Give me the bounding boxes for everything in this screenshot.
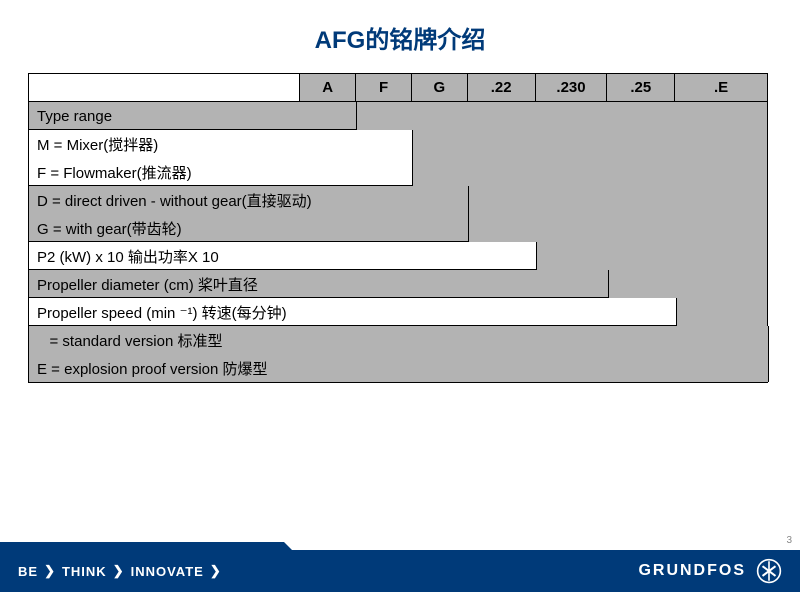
row-text: D = direct driven - without gear(直接驱动) [37,190,312,211]
desc-row-6: Propeller diameter (cm) 桨叶直径 [29,270,767,298]
row-text: M = Mixer(搅拌器) [37,134,158,155]
chevron-icon: ❯ [44,563,56,579]
chevron-icon: ❯ [210,563,222,579]
desc-row-7: Propeller speed (min ⁻¹) 转速(每分钟) [29,298,767,326]
desc-row-4: G = with gear(带齿轮) [29,214,767,242]
desc-row-3: D = direct driven - without gear(直接驱动) [29,186,767,214]
brand-logo-icon [756,558,782,584]
footer-tagline: BE ❯ THINK ❯ INNOVATE ❯ [18,563,222,579]
row-text: Type range [37,108,112,125]
tagline-word-1: THINK [62,564,107,579]
row-text: = standard version 标准型 [37,330,223,351]
title-text: AFG的铭牌介绍 [315,27,486,54]
code-cell-5: .25 [607,74,675,102]
code-cell-1: F [356,74,412,102]
desc-row-2: F = Flowmaker(推流器) [29,158,767,186]
desc-row-9: E = explosion proof version 防爆型 [29,354,767,382]
page-number: 3 [786,535,792,546]
code-spacer [29,74,300,102]
page-title: AFG的铭牌介绍 [0,0,800,73]
footer-accent [0,542,284,550]
row-text: Propeller speed (min ⁻¹) 转速(每分钟) [37,302,287,323]
code-cell-2: G [412,74,468,102]
desc-row-0: Type range [29,102,767,130]
desc-row-1: M = Mixer(搅拌器) [29,130,767,158]
brand: GRUNDFOS [638,558,782,584]
footer: BE ❯ THINK ❯ INNOVATE ❯ GRUNDFOS [0,550,800,600]
row-text: P2 (kW) x 10 输出功率X 10 [37,246,219,267]
row-text: E = explosion proof version 防爆型 [37,358,268,379]
code-header-row: AFG.22.230.25.E [29,74,767,102]
brand-text: GRUNDFOS [638,562,746,580]
desc-row-8: = standard version 标准型 [29,326,767,354]
footer-bar: BE ❯ THINK ❯ INNOVATE ❯ GRUNDFOS [0,550,800,592]
tagline-word-0: BE [18,564,38,579]
desc-row-5: P2 (kW) x 10 输出功率X 10 [29,242,767,270]
type-code-diagram: AFG.22.230.25.E Type range M = Mixer(搅拌器) F… [28,73,768,383]
code-cell-0: A [300,74,356,102]
chevron-icon: ❯ [113,563,125,579]
row-text: G = with gear(带齿轮) [37,218,182,239]
code-cell-6: .E [675,74,767,102]
code-cell-4: .230 [536,74,608,102]
code-cell-3: .22 [468,74,536,102]
row-text: Propeller diameter (cm) 桨叶直径 [37,274,258,295]
row-text: F = Flowmaker(推流器) [37,162,192,183]
tagline-word-2: INNOVATE [131,564,204,579]
